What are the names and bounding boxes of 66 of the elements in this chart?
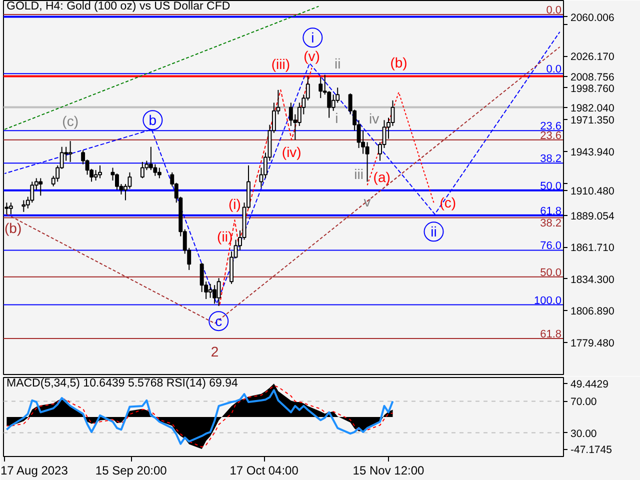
y-tick-label: 1910.480 <box>570 185 614 198</box>
annotation: iv <box>369 110 380 127</box>
annotation: 0.0 <box>546 64 562 76</box>
data-label: i <box>311 30 314 46</box>
annotation: (v) <box>304 48 320 64</box>
x-tick-label: 17 Oct 04:00 <box>230 464 299 478</box>
candlestick <box>22 200 26 212</box>
annotation: 100.0 <box>534 294 562 307</box>
y-tick-label: 1998.760 <box>570 82 614 95</box>
y-tick-label: 1943.940 <box>570 146 614 159</box>
y-tick-label: 49.4429 <box>570 378 609 390</box>
annotation: (iv) <box>282 144 302 160</box>
y-tick-label: 1779.480 <box>570 338 614 350</box>
annotation: 61.8 <box>540 328 562 340</box>
y-tick-label: 2008.756 <box>570 71 614 84</box>
annotation: 38.2 <box>540 218 562 230</box>
data-label: b <box>148 112 157 128</box>
y2-tick-label: 30.00 <box>570 428 597 440</box>
x-tick-label: 17 Aug 2023 <box>0 464 68 478</box>
candlestick <box>212 284 217 304</box>
candlestick <box>318 76 323 99</box>
chart-title: MACD(5,34,5) 10.6439 5.5768 RSI(14) 69.94 <box>6 378 239 390</box>
annotation: (b) <box>390 54 408 70</box>
chart-title: GOLD, H4: Gold (100 oz) vs US Dollar CFD <box>6 0 230 12</box>
candlestick <box>208 283 212 298</box>
candlestick <box>115 173 119 190</box>
x-tick-label: 15 Sep 20:00 <box>95 464 168 478</box>
annotation: i <box>335 110 338 126</box>
series-label: 2 <box>210 343 219 360</box>
y-tick-label: 1889.054 <box>570 210 614 222</box>
y-tick-label: 1971.350 <box>570 114 614 127</box>
y2-tick-label: 70.00 <box>570 396 597 408</box>
annotation: (i) <box>228 196 241 212</box>
candlestick <box>68 140 72 162</box>
y-tick-label: 2026.170 <box>570 51 614 64</box>
candlestick <box>8 202 13 215</box>
y-tick-label: 2060.006 <box>570 12 614 24</box>
candlestick <box>140 161 144 179</box>
candlestick <box>216 278 221 306</box>
point <box>302 28 323 48</box>
annotation: ii <box>334 56 341 72</box>
x-tick-label: 15 Nov 12:00 <box>352 464 425 478</box>
annotation: (b) <box>4 220 22 236</box>
annotation: (a) <box>373 169 390 186</box>
y-tick-label: 1982.040 <box>570 102 614 114</box>
annotation: (ii) <box>217 228 233 244</box>
annotation: 0.0 <box>546 4 562 16</box>
candlestick <box>38 178 43 196</box>
y-tick-label: -47.1745 <box>570 444 612 456</box>
candlestick <box>157 167 162 179</box>
annotation: (iii) <box>271 56 290 72</box>
data-label: ii <box>430 224 437 240</box>
annotation: 76.0 <box>540 240 562 252</box>
y-tick-label: 1861.710 <box>570 242 614 254</box>
annotation: (c) <box>62 113 78 130</box>
annotation: 38.2 <box>540 153 562 166</box>
annotation: 61.8 <box>540 205 562 218</box>
annotation: iii <box>354 166 364 182</box>
y-tick-label: 1806.890 <box>570 306 614 318</box>
annotation: 50.0 <box>540 180 562 192</box>
annotation: (c) <box>440 194 456 211</box>
candlestick <box>365 142 370 182</box>
candlestick <box>94 170 98 182</box>
y-tick-label: 1834.300 <box>570 274 614 286</box>
candlestick <box>98 164 102 179</box>
annotation: 50.0 <box>540 266 562 279</box>
